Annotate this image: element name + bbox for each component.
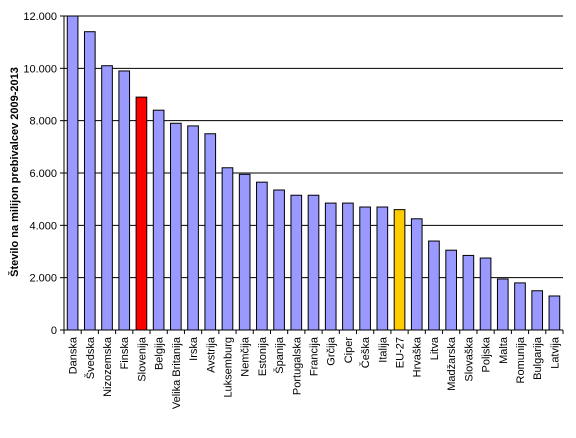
y-tick-label: 2.000	[29, 273, 57, 285]
bar-danska	[66, 15, 79, 331]
x-tick-label: Romunija	[515, 336, 527, 383]
x-tick-label: Estonija	[257, 336, 269, 376]
y-tick-label: 10.000	[23, 63, 57, 75]
bar-češka	[359, 206, 371, 331]
x-tick-label: Malta	[498, 336, 510, 364]
x-tick-label: Češka	[359, 336, 372, 368]
y-tick-label: 12.000	[23, 11, 57, 23]
x-tick-label: Litva	[429, 336, 441, 360]
x-tick-label: Velika Britanija	[171, 336, 183, 409]
bar-madžarska	[445, 249, 457, 331]
x-tick-label: Španija	[273, 336, 286, 374]
x-tick-label: Belgija	[154, 336, 166, 370]
x-tick-label: Irska	[188, 336, 200, 361]
x-tick-label: Poljska	[481, 336, 493, 372]
bar-španija	[273, 189, 285, 331]
bar-belgija	[152, 109, 165, 331]
bar-grčija	[324, 202, 337, 331]
y-axis-label: Število na milijon prebivalcev 2009-2013	[8, 67, 21, 277]
bar-litva	[428, 240, 440, 331]
bar-švedska	[83, 31, 96, 331]
x-tick-label: Avstrija	[205, 336, 217, 373]
bar-avstrija	[204, 133, 217, 331]
bar-romunija	[514, 282, 526, 331]
x-tick-label: Luksemburg	[222, 337, 234, 398]
bar-ciper	[342, 202, 354, 331]
bar-eu-27	[393, 209, 406, 331]
bar-velika-britanija	[170, 122, 182, 331]
bar-italija	[376, 206, 389, 331]
y-tick-label: 8.000	[29, 116, 57, 128]
x-tick-label: Latvija	[549, 336, 561, 369]
bar-portugalska	[290, 194, 303, 331]
axes	[60, 15, 564, 334]
x-tick-label: Italija	[377, 336, 389, 363]
x-tick-label: Švedska	[84, 336, 97, 379]
x-tick-label: Ciper	[343, 337, 355, 364]
x-tick-label: Nemčija	[240, 336, 252, 377]
x-tick-labels: Danska Švedska Nizozemska Finska Slovenija Be…	[68, 336, 562, 409]
y-tick-label: 4.000	[29, 220, 57, 232]
x-tick-label: Francija	[309, 336, 321, 376]
y-tick-label: 0	[51, 325, 57, 337]
bar-estonija	[256, 181, 268, 331]
bar-bulgarija	[531, 290, 544, 331]
x-tick-label: Hrvaška	[412, 336, 424, 377]
x-tick-label: Grčija	[326, 336, 338, 366]
bar-finska	[118, 70, 131, 331]
bar-luksemburg	[221, 167, 234, 331]
x-tick-label: Finska	[119, 336, 131, 369]
bar-slovenija	[135, 96, 148, 331]
bar-slovaška	[462, 254, 475, 331]
bar-francija	[307, 194, 320, 331]
bar-nizozemska	[101, 65, 113, 331]
x-tick-label: Madžarska	[446, 336, 458, 391]
x-tick-label: Danska	[68, 336, 80, 374]
bar-hrvaška	[410, 218, 423, 331]
x-tick-label: Bulgarija	[532, 336, 544, 380]
bar-poljska	[479, 257, 492, 331]
x-tick-label: EU-27	[395, 337, 407, 368]
x-tick-label: Nizozemska	[102, 336, 114, 397]
bar-latvija	[548, 295, 561, 331]
y-tick-labels: 0 2.000 4.000 6.000 8.000 10.000 12.000	[23, 11, 57, 337]
x-tick-label: Slovaška	[463, 336, 475, 382]
bar-malta	[496, 278, 509, 331]
y-tick-label: 6.000	[29, 168, 57, 180]
x-tick-label: Portugalska	[291, 336, 303, 395]
bar-nemčija	[238, 173, 251, 331]
x-tick-label: Slovenija	[136, 336, 148, 382]
bar-irska	[187, 125, 199, 331]
